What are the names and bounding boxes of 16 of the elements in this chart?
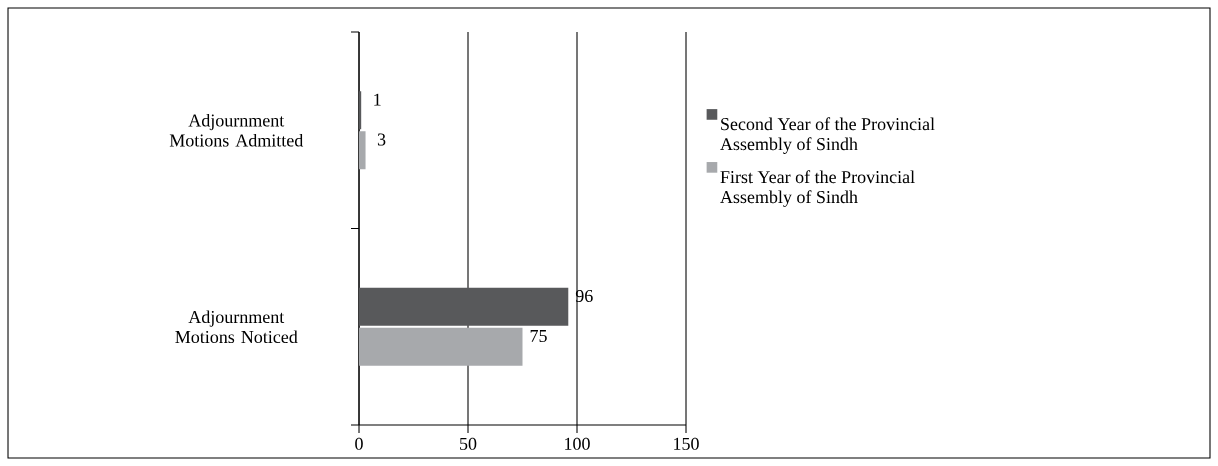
data-label: 75 bbox=[530, 330, 547, 343]
bar bbox=[359, 91, 362, 130]
x-tick-label: 0 bbox=[355, 437, 363, 450]
data-label: 3 bbox=[377, 133, 386, 146]
x-tick-label: 50 bbox=[460, 437, 477, 450]
legend-label: First Year of the Provincial Assembly of Sindh bbox=[720, 170, 915, 207]
x-tick-label: 150 bbox=[674, 437, 699, 450]
legend-label: Second Year of the Provincial Assembly of Sindh bbox=[720, 117, 935, 154]
bar bbox=[359, 327, 523, 366]
y-tick-label: Adjournment Motions Noticed bbox=[175, 310, 298, 344]
bar bbox=[359, 287, 569, 326]
data-label: 1 bbox=[374, 93, 381, 106]
bar bbox=[359, 131, 366, 170]
data-label: 96 bbox=[575, 289, 593, 303]
x-tick-label: 100 bbox=[565, 437, 590, 450]
y-tick-label: Adjournment Motions Admitted bbox=[169, 113, 304, 147]
